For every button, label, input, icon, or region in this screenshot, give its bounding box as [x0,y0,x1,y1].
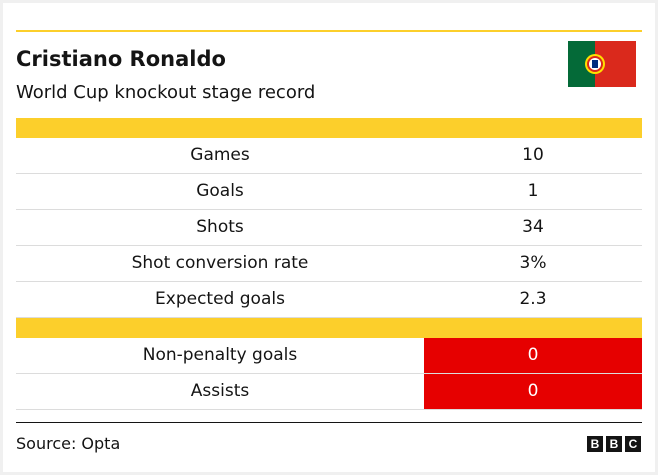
row-label: Non-penalty goals [142,345,298,365]
section-band [16,118,642,138]
table-row: Goals 1 [16,174,642,210]
source: Source: Opta [16,434,121,453]
row-value: 10 [522,145,544,165]
row-label: Games [190,145,250,165]
table-row: Shots 34 [16,210,642,246]
row-label: Shots [196,217,244,237]
row-label: Assists [190,381,250,401]
table-row: Games 10 [16,138,642,174]
row-value: 3% [519,253,547,273]
table-row: Expected goals 2.3 [16,282,642,318]
top-rule [16,30,642,32]
row-value: 1 [527,181,539,201]
logo-letter: B [606,436,622,452]
subtitle: World Cup knockout stage record [16,82,316,103]
row-value: 0 [424,338,642,373]
bottom-rule [16,422,642,423]
row-value: 0 [424,374,642,409]
logo-letter: C [625,436,641,452]
logo-letter: B [587,436,603,452]
title: Cristiano Ronaldo [16,47,226,71]
card: Cristiano Ronaldo World Cup knockout sta… [3,3,655,472]
row-value: 2.3 [519,289,547,309]
row-label: Shot conversion rate [131,253,309,273]
table-row: Non-penalty goals 0 [16,338,642,374]
row-label: Expected goals [155,289,285,309]
section-band [16,318,642,338]
table-row: Shot conversion rate 3% [16,246,642,282]
table-row: Assists 0 [16,374,642,410]
row-value: 34 [522,217,544,237]
row-label: Goals [196,181,244,201]
flag [568,41,636,87]
